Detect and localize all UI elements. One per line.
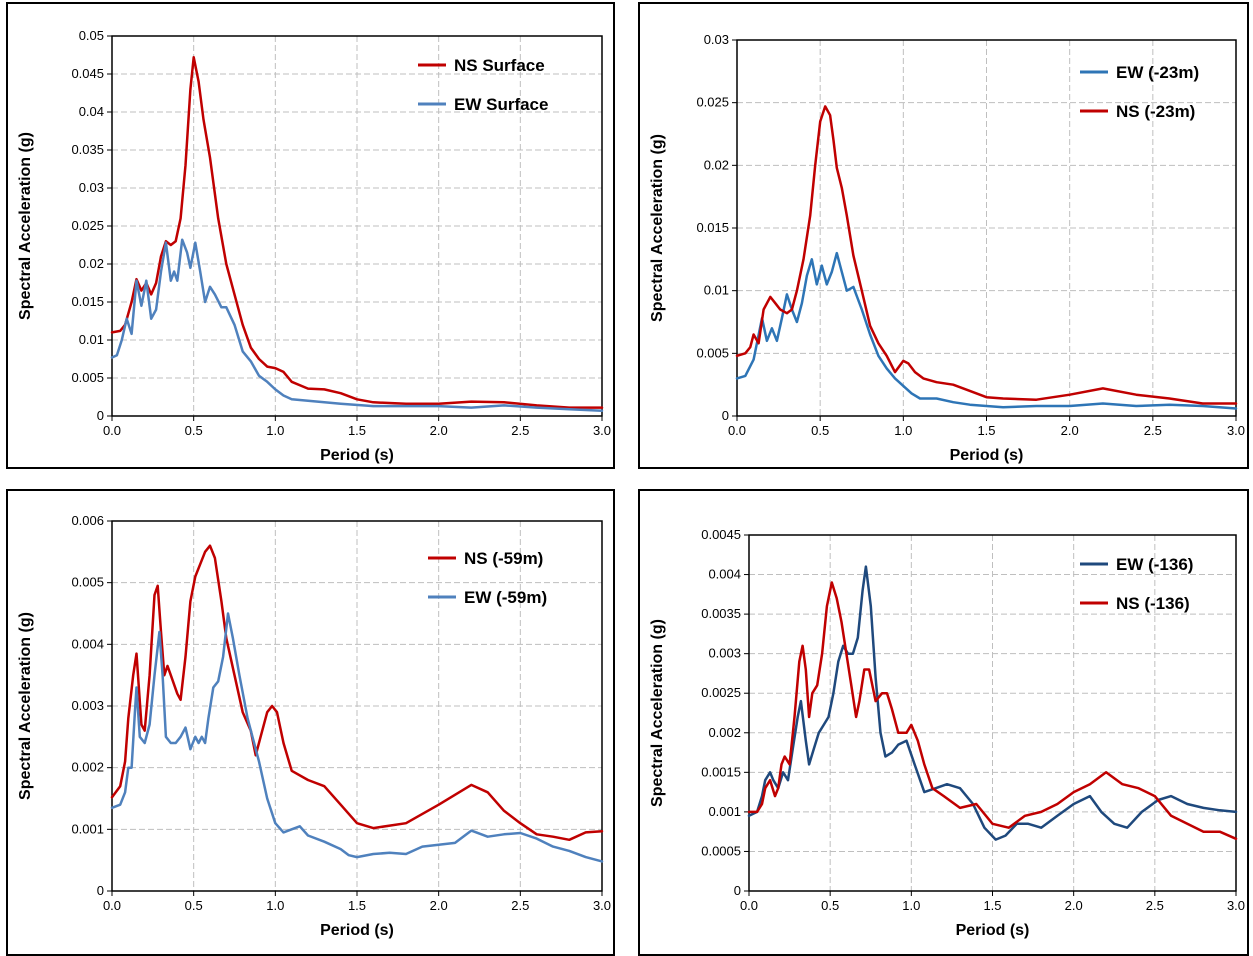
y-tick-label: 0.025 [71, 218, 104, 233]
x-tick-label: 3.0 [1227, 898, 1245, 913]
legend-label: EW (-23m) [1116, 63, 1199, 82]
y-tick-label: 0.025 [696, 95, 729, 110]
legend-label: NS (-59m) [464, 549, 543, 568]
x-tick-label: 0.5 [821, 898, 839, 913]
x-tick-label: 2.0 [1065, 898, 1083, 913]
legend-label: EW (-59m) [464, 588, 547, 607]
y-tick-label: 0.02 [79, 256, 104, 271]
series-line-2 [110, 612, 604, 863]
y-tick-label: 0.004 [71, 636, 104, 651]
x-tick-label: 0.0 [103, 423, 121, 438]
chart-panel-1: 0 0.005 0.01 0.015 0.02 0.025 0.03 0.035 0.04 0.0… [6, 2, 615, 469]
series-line-2 [110, 238, 604, 412]
x-tick-label: 0.0 [103, 898, 121, 913]
x-tick-label: 2.0 [430, 423, 448, 438]
x-tick-label: 1.5 [977, 423, 995, 438]
plot-border [748, 534, 1237, 892]
y-tick-label: 0 [734, 883, 741, 898]
y-tick-label: 0.01 [704, 283, 729, 298]
x-axis-label: Period (s) [956, 922, 1030, 939]
x-tick-label: 1.0 [894, 423, 912, 438]
chart-svg-1: 0 0.005 0.01 0.015 0.02 0.025 0.03 0.035 0.04 0.0… [17, 28, 611, 464]
chart-svg-4: 0 0.0005 0.001 0.0015 0.002 0.0025 0.003 0.0035… [649, 527, 1245, 939]
chart-panel-4: 0 0.0005 0.001 0.0015 0.002 0.0025 0.003 0.0035… [638, 489, 1249, 956]
legend-label: EW Surface [454, 95, 548, 114]
y-tick-label: 0 [97, 883, 104, 898]
legend-label: NS (-23m) [1116, 102, 1195, 121]
y-tick-label: 0.002 [71, 760, 104, 775]
series-line-1 [110, 56, 604, 409]
chart-svg-3: 0 0.001 0.002 0.003 0.004 0.005 0.006 0.0 0.5 1.0… [17, 513, 611, 939]
series-line-1 [110, 544, 604, 842]
x-tick-label: 3.0 [1227, 423, 1245, 438]
x-tick-label: 2.0 [1061, 423, 1079, 438]
x-tick-label: 1.5 [348, 423, 366, 438]
y-tick-label: 0.002 [708, 725, 741, 740]
x-tick-label: 0.0 [728, 423, 746, 438]
y-tick-label: 0.0045 [701, 527, 741, 542]
x-axis-label: Period (s) [320, 447, 394, 464]
legend-label: NS Surface [454, 56, 545, 75]
y-tick-label: 0.0015 [701, 764, 741, 779]
y-axis-label: Spectral Acceleration (g) [649, 619, 666, 807]
y-tick-label: 0.003 [71, 698, 104, 713]
legend-label: NS (-136) [1116, 594, 1190, 613]
plot-border [736, 39, 1237, 417]
y-tick-label: 0.03 [704, 32, 729, 47]
y-tick-label: 0.0025 [701, 685, 741, 700]
x-tick-label: 0.5 [185, 898, 203, 913]
y-axis-label: Spectral Acceleration (g) [17, 132, 34, 320]
y-tick-label: 0.02 [704, 157, 729, 172]
x-tick-label: 2.5 [1144, 423, 1162, 438]
x-tick-label: 2.0 [430, 898, 448, 913]
chart-panel-2: 0 0.005 0.01 0.015 0.02 0.025 0.03 0.0 0.5 1.0 1.5… [638, 2, 1249, 469]
x-tick-label: 1.0 [266, 423, 284, 438]
y-tick-label: 0.04 [79, 104, 104, 119]
x-tick-label: 1.5 [983, 898, 1001, 913]
x-axis-label: Period (s) [320, 922, 394, 939]
x-tick-label: 1.5 [348, 898, 366, 913]
y-tick-label: 0.015 [696, 220, 729, 235]
x-tick-label: 1.0 [902, 898, 920, 913]
x-tick-label: 0.5 [811, 423, 829, 438]
y-tick-label: 0.03 [79, 180, 104, 195]
x-tick-label: 0.0 [740, 898, 758, 913]
chart-panel-3: 0 0.001 0.002 0.003 0.004 0.005 0.006 0.0 0.5 1.0… [6, 489, 615, 956]
y-axis-label: Spectral Acceleration (g) [649, 134, 666, 322]
y-tick-label: 0.0035 [701, 606, 741, 621]
x-tick-label: 1.0 [266, 898, 284, 913]
series-line-2 [735, 105, 1238, 405]
y-tick-label: 0.005 [696, 345, 729, 360]
y-tick-label: 0 [97, 408, 104, 423]
series-line-1 [747, 565, 1238, 841]
x-tick-label: 2.5 [511, 898, 529, 913]
y-tick-label: 0.0005 [701, 843, 741, 858]
y-tick-label: 0 [722, 408, 729, 423]
series-line-2 [747, 581, 1238, 841]
y-tick-label: 0.035 [71, 142, 104, 157]
y-tick-label: 0.004 [708, 567, 741, 582]
y-tick-label: 0.001 [708, 804, 741, 819]
x-axis-label: Period (s) [950, 447, 1024, 464]
y-axis-label: Spectral Acceleration (g) [17, 612, 34, 800]
y-tick-label: 0.05 [79, 28, 104, 43]
x-tick-label: 3.0 [593, 898, 611, 913]
y-tick-label: 0.001 [71, 821, 104, 836]
y-tick-label: 0.006 [71, 513, 104, 528]
series-line-1 [735, 251, 1238, 410]
plot-border [111, 35, 603, 417]
y-tick-label: 0.015 [71, 294, 104, 309]
plot-border [111, 520, 603, 892]
x-tick-label: 2.5 [1146, 898, 1164, 913]
x-tick-label: 3.0 [593, 423, 611, 438]
y-tick-label: 0.003 [708, 646, 741, 661]
y-tick-label: 0.045 [71, 66, 104, 81]
x-tick-label: 0.5 [185, 423, 203, 438]
y-tick-label: 0.005 [71, 575, 104, 590]
y-tick-label: 0.005 [71, 370, 104, 385]
x-tick-label: 2.5 [511, 423, 529, 438]
chart-svg-2: 0 0.005 0.01 0.015 0.02 0.025 0.03 0.0 0.5 1.0 1.5… [649, 32, 1245, 464]
legend-label: EW (-136) [1116, 555, 1193, 574]
y-tick-label: 0.01 [79, 332, 104, 347]
